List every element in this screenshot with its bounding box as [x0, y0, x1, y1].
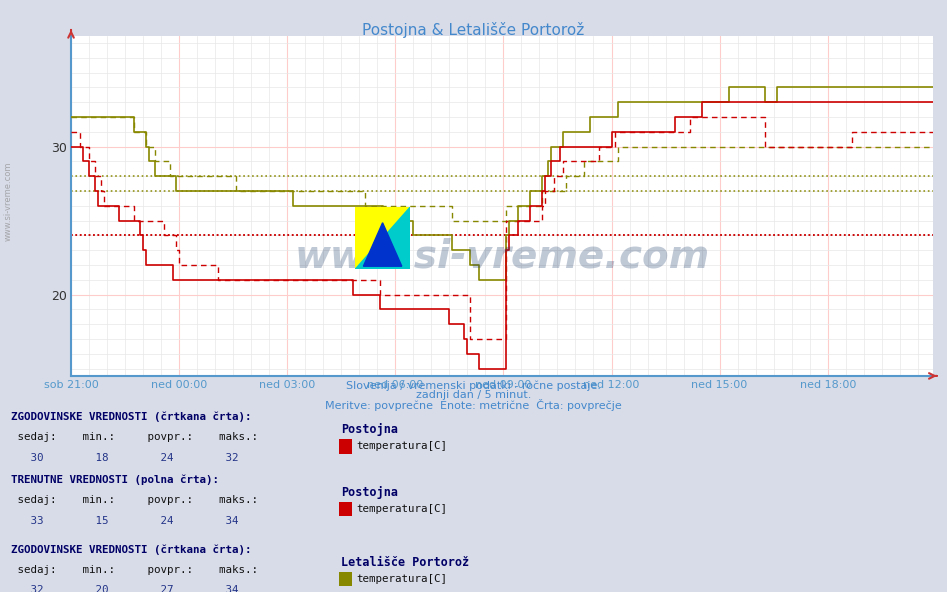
- Polygon shape: [355, 207, 410, 269]
- Text: sedaj:    min.:     povpr.:    maks.:: sedaj: min.: povpr.: maks.:: [11, 432, 259, 442]
- Text: temperatura[C]: temperatura[C]: [356, 574, 447, 584]
- Text: sedaj:    min.:     povpr.:    maks.:: sedaj: min.: povpr.: maks.:: [11, 565, 259, 575]
- Text: 33        15        24        34: 33 15 24 34: [11, 516, 239, 526]
- Text: sedaj:    min.:     povpr.:    maks.:: sedaj: min.: povpr.: maks.:: [11, 495, 259, 505]
- Text: ZGODOVINSKE VREDNOSTI (črtkana črta):: ZGODOVINSKE VREDNOSTI (črtkana črta):: [11, 411, 252, 422]
- Polygon shape: [355, 207, 410, 269]
- Text: 30        18        24        32: 30 18 24 32: [11, 453, 239, 463]
- Text: Postojna & Letališče Portorož: Postojna & Letališče Portorož: [363, 22, 584, 38]
- Text: Slovenija / vremenski podatki - ročne postaje.: Slovenija / vremenski podatki - ročne po…: [346, 380, 601, 391]
- Text: Postojna: Postojna: [341, 486, 398, 499]
- Text: www.si-vreme.com: www.si-vreme.com: [4, 162, 13, 241]
- Text: temperatura[C]: temperatura[C]: [356, 504, 447, 514]
- Text: Meritve: povprečne  Enote: metrične  Črta: povprečje: Meritve: povprečne Enote: metrične Črta:…: [325, 399, 622, 411]
- Text: ZGODOVINSKE VREDNOSTI (črtkana črta):: ZGODOVINSKE VREDNOSTI (črtkana črta):: [11, 544, 252, 555]
- Text: Postojna: Postojna: [341, 423, 398, 436]
- Text: 32        20        27        34: 32 20 27 34: [11, 585, 239, 592]
- Polygon shape: [364, 223, 402, 266]
- Text: temperatura[C]: temperatura[C]: [356, 442, 447, 452]
- Text: TRENUTNE VREDNOSTI (polna črta):: TRENUTNE VREDNOSTI (polna črta):: [11, 474, 220, 485]
- Text: zadnji dan / 5 minut.: zadnji dan / 5 minut.: [416, 390, 531, 400]
- Text: www.si-vreme.com: www.si-vreme.com: [295, 238, 709, 276]
- Text: Letališče Portorož: Letališče Portorož: [341, 556, 469, 569]
